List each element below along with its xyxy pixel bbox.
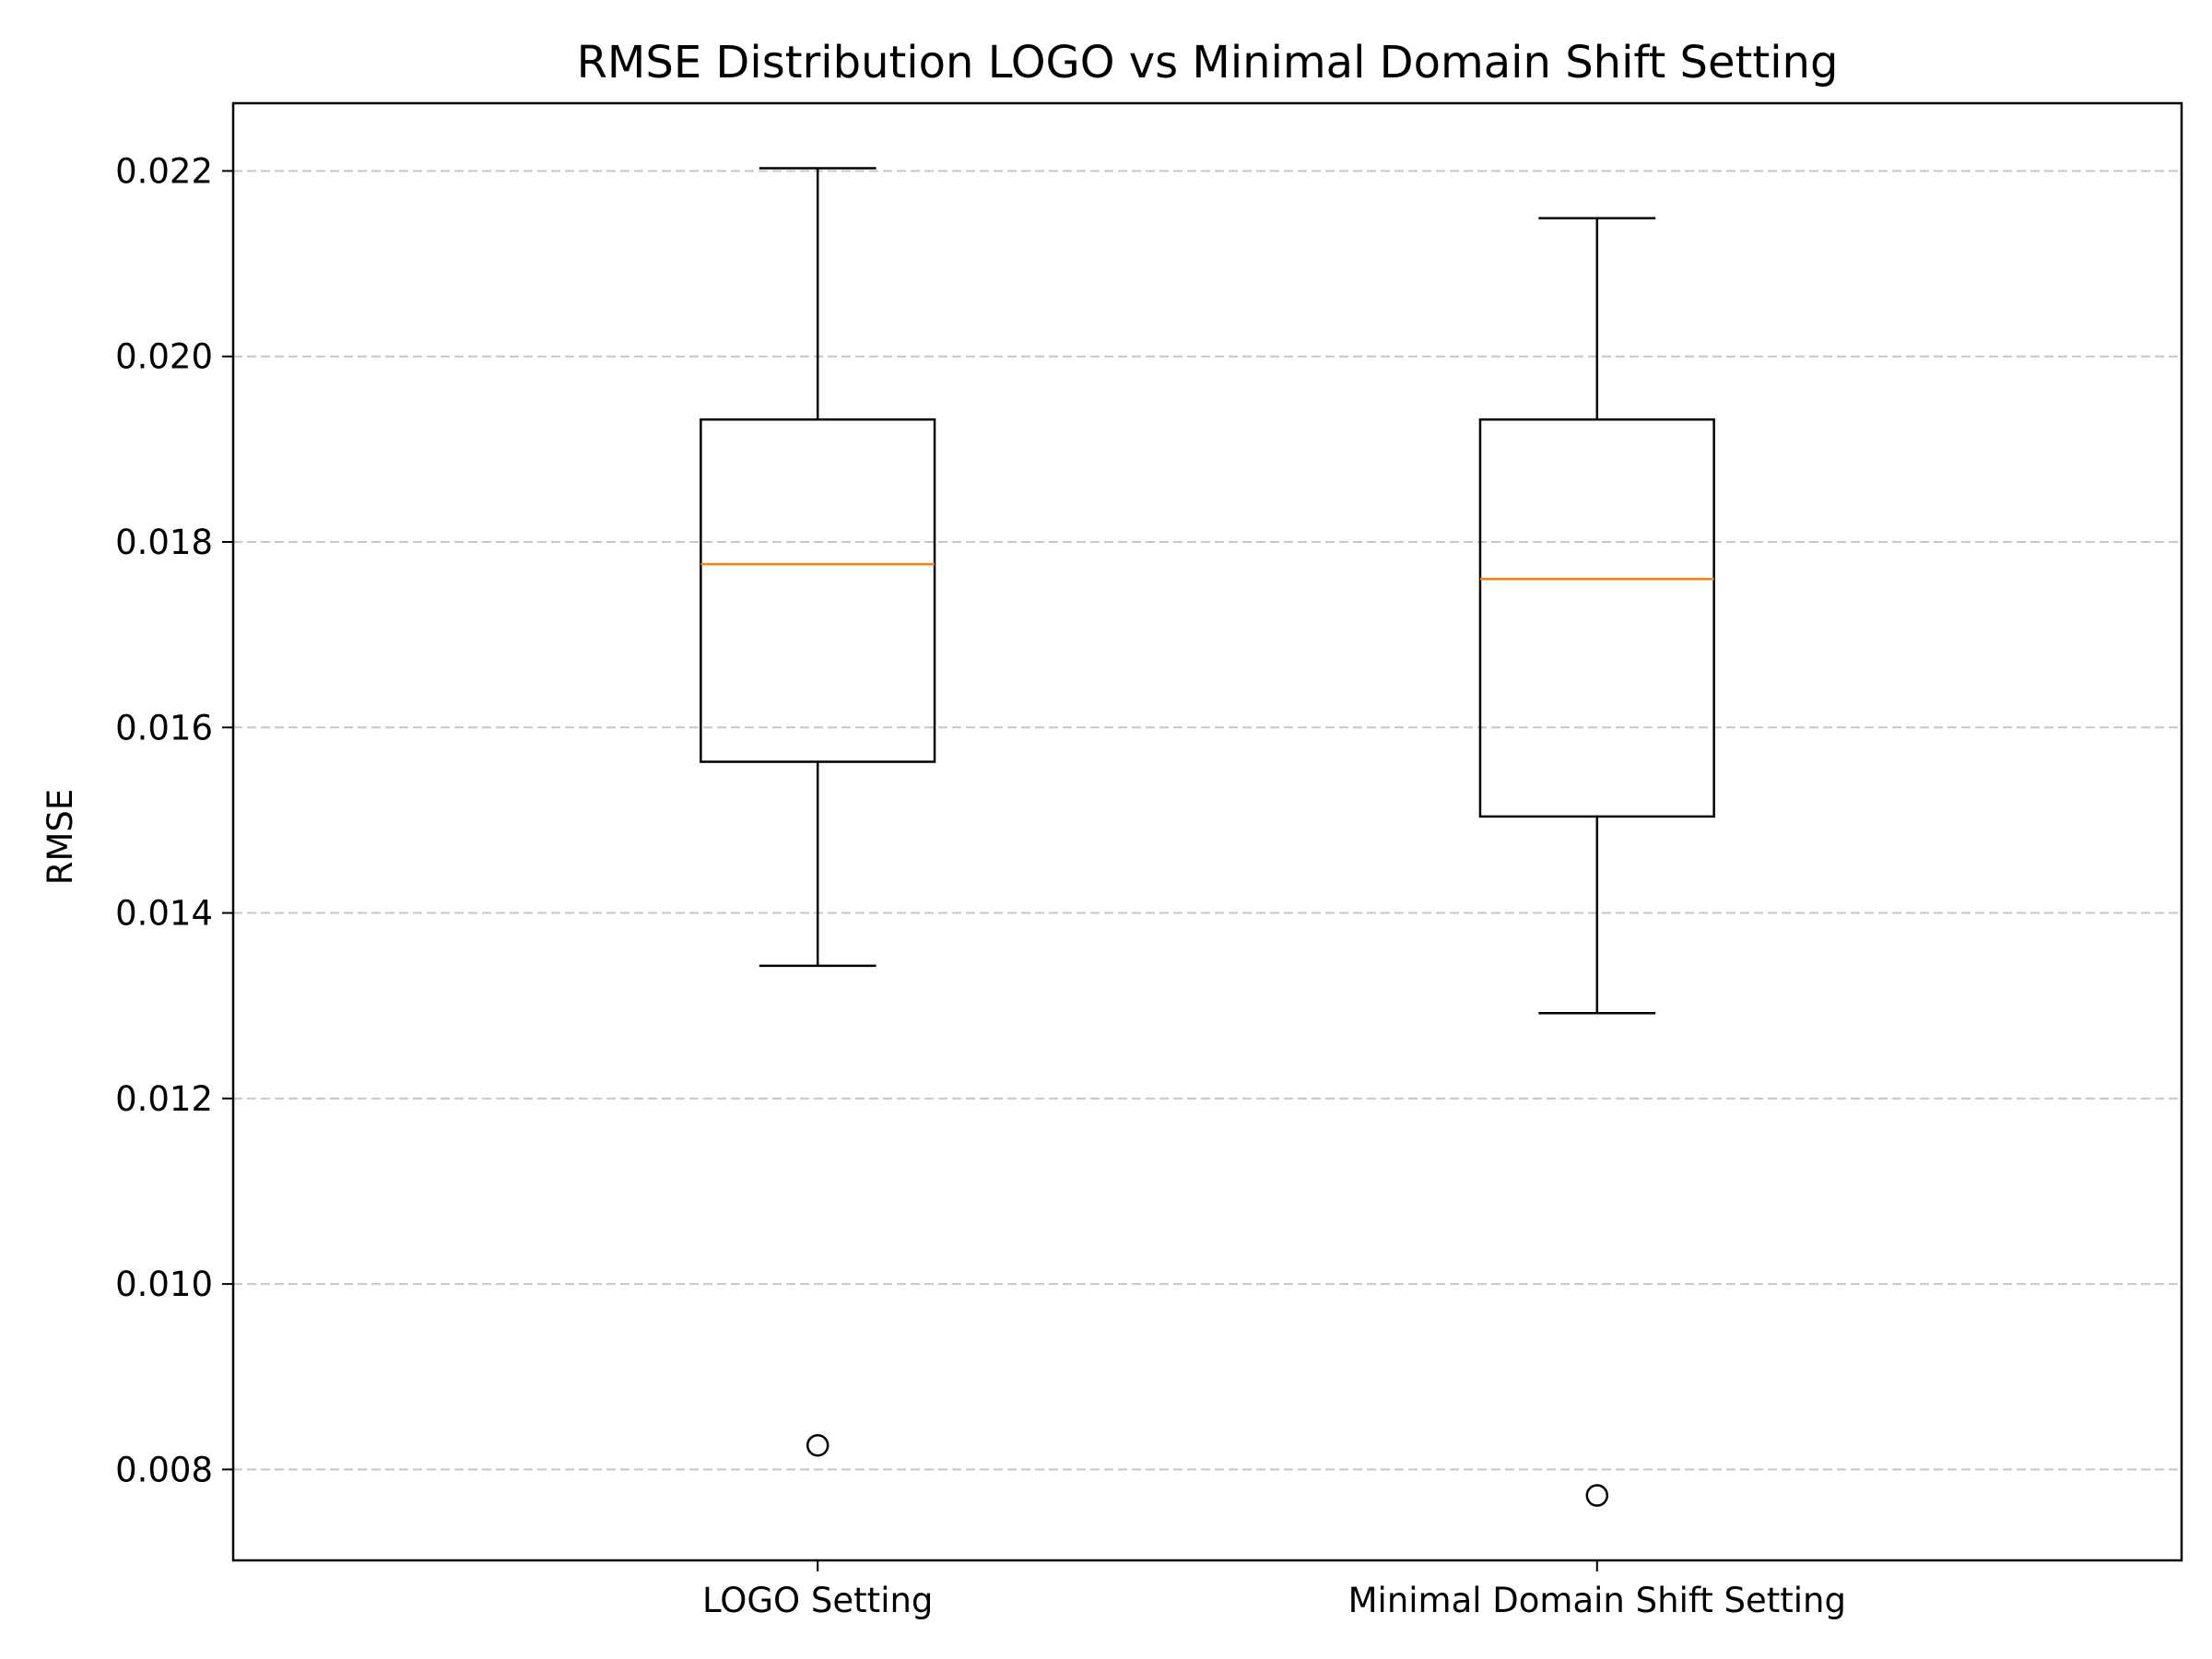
y-tick-label: 0.008 (115, 1450, 213, 1489)
plot-area-frame (231, 101, 2183, 1562)
x-tick-label: LOGO Setting (702, 1581, 933, 1620)
grid-lines (233, 170, 2182, 1471)
y-tick-label: 0.012 (115, 1079, 213, 1119)
y-tick-label: 0.022 (115, 151, 213, 191)
y-tick-label: 0.014 (115, 894, 213, 934)
y-tick-label: 0.010 (115, 1265, 213, 1304)
box-series (700, 167, 1715, 1507)
y-axis-label: RMSE (41, 789, 80, 886)
outlier-point (1585, 1484, 1609, 1507)
chart-title: RMSE Distribution LOGO vs Minimal Domain… (577, 37, 1839, 88)
y-tick-label: 0.016 (115, 708, 213, 747)
outlier-point (806, 1433, 830, 1457)
box-1 (700, 167, 936, 1457)
box-body (1478, 418, 1715, 818)
y-tick-label: 0.020 (115, 337, 213, 377)
box-body (700, 418, 936, 763)
x-axis-ticks: LOGO Setting Minimal Domain Shift Setting (702, 1560, 1846, 1620)
box-2 (1478, 217, 1715, 1507)
y-axis-ticks: 0.008 0.010 0.012 0.014 0.016 0.018 0.020 0.022 (115, 151, 233, 1489)
x-tick-label: Minimal Domain Shift Setting (1348, 1581, 1846, 1620)
y-tick-label: 0.018 (115, 523, 213, 562)
